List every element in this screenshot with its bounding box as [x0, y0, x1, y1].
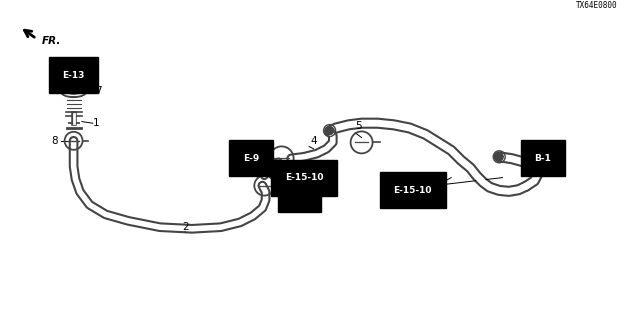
Text: 8: 8 — [291, 168, 298, 178]
Text: 1: 1 — [93, 118, 99, 128]
Text: 5: 5 — [355, 121, 362, 131]
Circle shape — [527, 158, 535, 166]
Text: 2: 2 — [182, 222, 189, 232]
Circle shape — [495, 153, 503, 161]
Text: E-15-10: E-15-10 — [285, 173, 323, 182]
Text: E-15-10: E-15-10 — [394, 186, 432, 195]
Text: 4: 4 — [310, 136, 317, 146]
Text: E-9: E-9 — [243, 154, 259, 163]
Circle shape — [326, 126, 333, 134]
Text: 6: 6 — [290, 168, 296, 178]
Text: E-13: E-13 — [63, 71, 84, 80]
Text: TX64E0800: TX64E0800 — [576, 1, 618, 10]
Text: FR.: FR. — [42, 36, 61, 46]
Text: 8: 8 — [51, 136, 58, 146]
Text: E-3: E-3 — [291, 189, 307, 198]
Text: 3: 3 — [438, 172, 445, 182]
Text: B-1: B-1 — [534, 154, 551, 163]
Text: 7: 7 — [95, 86, 101, 96]
